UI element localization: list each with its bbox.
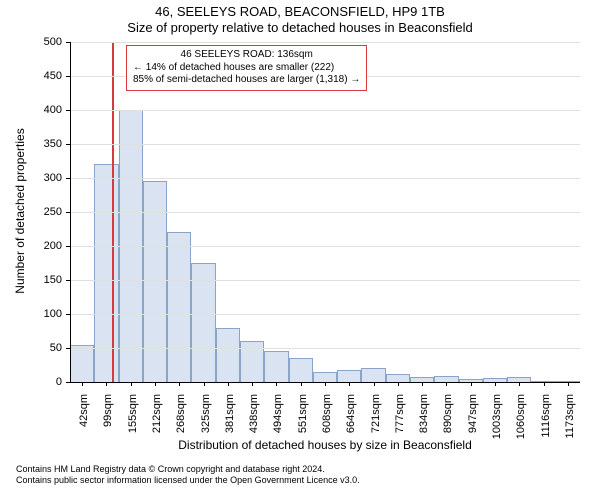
y-tick-label: 0 <box>30 376 62 388</box>
y-gridline <box>70 42 580 43</box>
annotation-line: 46 SEELEYS ROAD: 136sqm <box>133 49 360 62</box>
y-gridline <box>70 280 580 281</box>
y-gridline <box>70 178 580 179</box>
x-tick-label: 325sqm <box>200 394 212 444</box>
x-axis-line <box>70 382 580 383</box>
histogram-bar <box>386 374 410 382</box>
y-gridline <box>70 110 580 111</box>
histogram-bar <box>337 370 361 382</box>
x-tick-label: 608sqm <box>321 394 333 444</box>
annotation-line: ← 14% of detached houses are smaller (22… <box>133 62 360 75</box>
y-axis-line <box>70 42 71 382</box>
y-tick-label: 500 <box>30 36 62 48</box>
x-tick-label: 1060sqm <box>515 394 527 444</box>
y-tick-label: 400 <box>30 104 62 116</box>
y-tick-label: 100 <box>30 308 62 320</box>
x-tick-label: 947sqm <box>467 394 479 444</box>
y-tick-label: 300 <box>30 172 62 184</box>
chart-root: { "title": { "line1": "46, SEELEYS ROAD,… <box>0 0 600 500</box>
x-tick-label: 381sqm <box>224 394 236 444</box>
y-tick-label: 450 <box>30 70 62 82</box>
annotation-box: 46 SEELEYS ROAD: 136sqm← 14% of detached… <box>126 45 367 91</box>
histogram-bar <box>94 164 118 382</box>
chart-title-line2: Size of property relative to detached ho… <box>0 20 600 35</box>
x-tick-label: 721sqm <box>370 394 382 444</box>
y-gridline <box>70 212 580 213</box>
histogram-bar <box>216 328 240 382</box>
x-tick-label: 155sqm <box>127 394 139 444</box>
histogram-bar <box>167 232 191 382</box>
y-gridline <box>70 144 580 145</box>
y-gridline <box>70 314 580 315</box>
attribution-line1: Contains HM Land Registry data © Crown c… <box>16 464 600 475</box>
histogram-bar <box>361 368 385 382</box>
x-tick-label: 890sqm <box>442 394 454 444</box>
x-tick-label: 42sqm <box>78 394 90 444</box>
chart-title-line1: 46, SEELEYS ROAD, BEACONSFIELD, HP9 1TB <box>0 4 600 19</box>
histogram-bar <box>313 372 337 382</box>
x-tick-label: 1003sqm <box>491 394 503 444</box>
y-axis-label: Number of detached properties <box>13 121 27 301</box>
attribution-line2: Contains public sector information licen… <box>16 475 600 486</box>
x-tick-label: 494sqm <box>272 394 284 444</box>
x-tick-label: 438sqm <box>248 394 260 444</box>
x-tick-label: 212sqm <box>151 394 163 444</box>
y-tick-label: 50 <box>30 342 62 354</box>
y-tick-label: 150 <box>30 274 62 286</box>
y-tick-label: 350 <box>30 138 62 150</box>
x-tick-label: 551sqm <box>297 394 309 444</box>
x-tick-label: 664sqm <box>345 394 357 444</box>
y-gridline <box>70 348 580 349</box>
histogram-bar <box>289 358 313 382</box>
x-tick-label: 268sqm <box>175 394 187 444</box>
x-tick-label: 777sqm <box>394 394 406 444</box>
y-tick-label: 250 <box>30 206 62 218</box>
x-tick-label: 834sqm <box>418 394 430 444</box>
histogram-bar <box>264 351 288 382</box>
y-tick-label: 200 <box>30 240 62 252</box>
x-tick-label: 1173sqm <box>564 394 576 444</box>
histogram-bar <box>70 345 94 382</box>
annotation-line: 85% of semi-detached houses are larger (… <box>133 74 360 87</box>
y-gridline <box>70 246 580 247</box>
x-tick-label: 99sqm <box>102 394 114 444</box>
attribution: Contains HM Land Registry data © Crown c… <box>0 464 600 487</box>
x-tick-label: 1116sqm <box>540 394 552 444</box>
